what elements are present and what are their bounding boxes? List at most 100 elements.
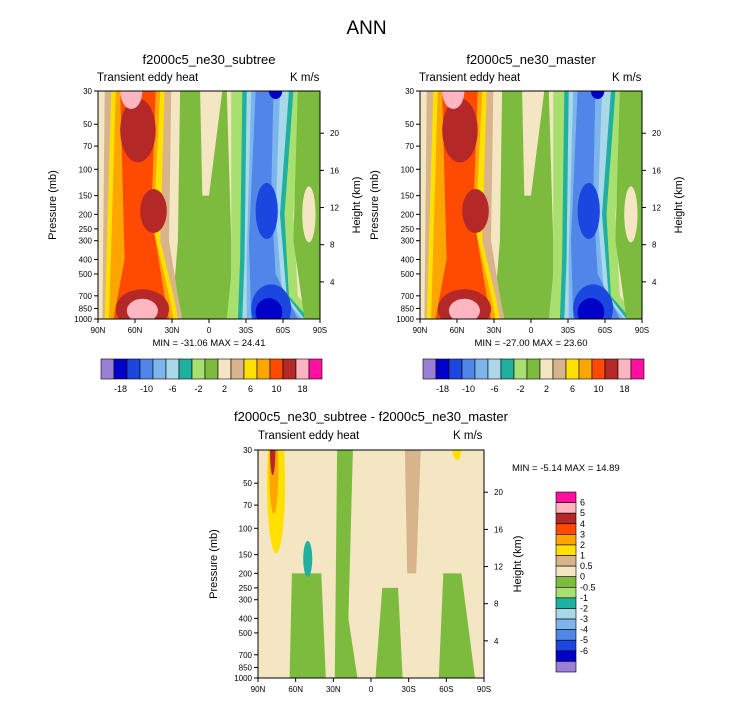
- y2-tick-label: 20: [330, 129, 339, 138]
- diff-tan-contour: [404, 450, 421, 574]
- colorbar-swatch: [126, 358, 141, 380]
- colorbar-swatch: [604, 358, 619, 380]
- x-tick-label: 90S: [313, 326, 327, 335]
- y-tick-label: 150: [401, 192, 415, 201]
- panel3-variable-label: Transient eddy heat: [258, 430, 360, 442]
- colorbar-swatch: [630, 358, 645, 380]
- sh-blue-contour: [571, 91, 620, 319]
- y2-tick-label: 16: [494, 525, 503, 534]
- diff-green-contour-1: [289, 573, 326, 678]
- colorbar-swatch: [555, 639, 577, 652]
- colorbar-swatch: [555, 544, 577, 556]
- panel1-plot: 30 50 70 100 150 200 250 300 400 500 700 850 1000 20 1…: [74, 87, 339, 335]
- colorbar-swatch: [555, 491, 577, 503]
- nh-lower-pink-core: [448, 298, 480, 319]
- colorbar-label: -0.5: [580, 582, 596, 592]
- colorbar-swatch: [152, 358, 167, 380]
- x-tick-label: 30S: [561, 326, 575, 335]
- y-tick-label: 850: [79, 304, 93, 313]
- panel1-title: f2000c5_ne30_subtree: [142, 52, 276, 67]
- tropical-weak-negative-band: [491, 91, 554, 319]
- colorbar-swatch: [555, 502, 577, 514]
- y-tick-label: 300: [79, 237, 93, 246]
- colorbar-swatch: [165, 358, 180, 380]
- panel1-colorbar: -18 -10 -6 -2 2 6 10 18: [100, 358, 323, 394]
- sh-dark-blue-core: [577, 298, 605, 319]
- colorbar-label: 4: [580, 519, 585, 529]
- panel3-title: f2000c5_ne30_subtree - f2000c5_ne30_mast…: [234, 409, 508, 424]
- colorbar-label: -6: [168, 384, 176, 394]
- panel2-title: f2000c5_ne30_master: [466, 52, 596, 67]
- colorbar-swatch: [243, 358, 258, 380]
- panel2-units-label: K m/s: [612, 72, 642, 84]
- nh-top-pink-core: [120, 91, 143, 109]
- colorbar-swatch: [555, 629, 577, 641]
- sh-edge-neutral-island: [302, 186, 316, 243]
- colorbar-swatch: [526, 358, 541, 380]
- colorbar-swatch: [461, 358, 476, 380]
- y2-tick-label: 12: [494, 563, 503, 572]
- nh-mid-dark-red-core: [462, 189, 489, 234]
- colorbar-swatch: [308, 358, 323, 380]
- colorbar-label: 5: [580, 508, 585, 518]
- x-tick-label: 90S: [477, 685, 491, 694]
- colorbar-swatch: [555, 555, 577, 567]
- colorbar-label: -18: [436, 384, 449, 394]
- y-tick-label: 400: [401, 255, 415, 264]
- y-tick-label: 200: [79, 210, 93, 219]
- panel1-y-axis-label: Pressure (mb): [47, 170, 59, 240]
- colorbar-swatch: [539, 358, 554, 380]
- figure-title: ANN: [346, 18, 387, 39]
- colorbar-label: 2: [222, 384, 227, 394]
- colorbar-label: -4: [580, 625, 588, 635]
- colorbar-swatch: [555, 586, 577, 599]
- colorbar-swatch: [178, 358, 193, 380]
- nh-mid-dark-red-core: [140, 189, 167, 234]
- colorbar-swatch: [487, 358, 502, 380]
- diff-teal-core: [303, 540, 313, 577]
- y-tick-label: 500: [79, 270, 93, 279]
- contour-field: [98, 91, 320, 319]
- y-tick-label: 400: [239, 614, 253, 623]
- colorbar-swatch: [191, 358, 206, 380]
- y-tick-label: 250: [79, 225, 93, 234]
- y2-tick-label: 12: [330, 204, 339, 213]
- sh-dark-blue-core: [255, 298, 283, 319]
- y2-tick-label: 16: [330, 166, 339, 175]
- x-tick-label: 90N: [91, 326, 106, 335]
- colorbar-label: -1: [580, 593, 588, 603]
- colorbar-label: 0.5: [580, 561, 593, 571]
- y-tick-label: 250: [239, 584, 253, 593]
- colorbar-label: -2: [194, 384, 202, 394]
- x-tick-label: 60N: [288, 685, 303, 694]
- y2-tick-label: 4: [330, 278, 335, 287]
- colorbar-label: 2: [544, 384, 549, 394]
- colorbar-label: -6: [580, 646, 588, 656]
- y-tick-label: 850: [239, 663, 253, 672]
- panel1-min-max: MIN = -31.06 MAX = 24.41: [152, 338, 266, 349]
- colorbar-label: 10: [593, 384, 603, 394]
- colorbar-label: 3: [580, 529, 585, 539]
- colorbar-swatch: [555, 661, 577, 673]
- x-tick-label: 0: [207, 326, 212, 335]
- colorbar-label: -2: [516, 384, 524, 394]
- colorbar-label: -10: [140, 384, 153, 394]
- colorbar-swatch: [282, 358, 297, 380]
- colorbar-label: -18: [114, 384, 127, 394]
- panel3-units-label: K m/s: [453, 430, 483, 442]
- colorbar-label: 1: [580, 551, 585, 561]
- x-tick-label: 30S: [239, 326, 253, 335]
- diff-green-contour-2: [334, 450, 358, 678]
- y-tick-label: 100: [401, 165, 415, 174]
- y-tick-label: 30: [243, 446, 252, 455]
- y2-tick-label: 20: [494, 488, 503, 497]
- colorbar-swatch: [295, 358, 310, 380]
- colorbar-swatch: [555, 534, 577, 546]
- y-tick-label: 300: [239, 596, 253, 605]
- colorbar-swatch: [555, 597, 577, 609]
- colorbar-label: -2: [580, 603, 588, 613]
- y2-tick-label: 12: [652, 204, 661, 213]
- nh-lower-pink-core: [126, 298, 158, 319]
- y-tick-label: 150: [79, 192, 93, 201]
